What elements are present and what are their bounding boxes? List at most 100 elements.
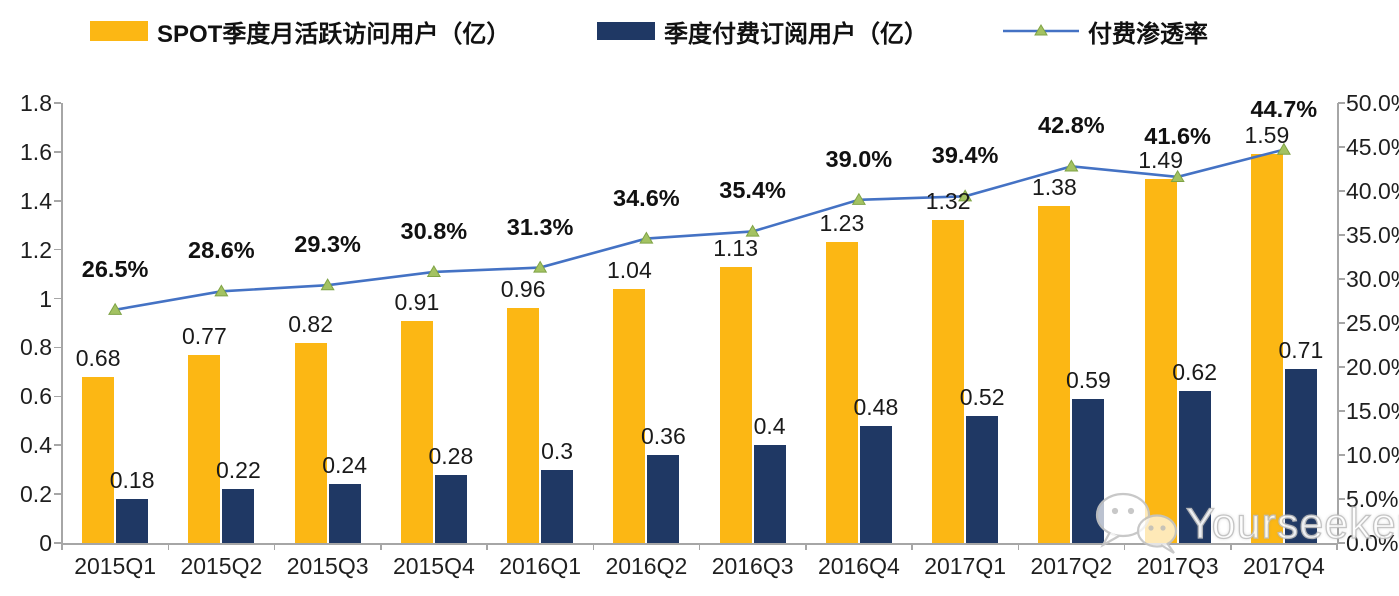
x-axis-tick xyxy=(1123,544,1126,550)
mau-bar xyxy=(507,308,540,543)
legend-label-penetration: 付费渗透率 xyxy=(1088,20,1208,48)
y-axis-tick-right xyxy=(1338,410,1345,412)
line-marker xyxy=(426,264,441,278)
mau-bar-swatch xyxy=(90,21,148,41)
mau-value-label: 1.49 xyxy=(1138,146,1183,173)
watermark: Yourseeker xyxy=(1090,486,1399,562)
y-axis-tick-left xyxy=(54,542,61,544)
subscribers-value-label: 0.71 xyxy=(1278,337,1324,364)
y-axis-tick-label-right: 15.0% xyxy=(1346,398,1399,424)
x-axis-label: 2015Q2 xyxy=(180,553,263,579)
mau-value-label: 1.13 xyxy=(713,234,758,261)
y-axis-tick-label-right: 40.0% xyxy=(1346,178,1399,204)
subscribers-bar xyxy=(753,445,786,543)
subscribers-value-label: 0.59 xyxy=(1065,366,1111,393)
penetration-value-label: 26.5% xyxy=(81,255,149,282)
y-axis-tick-right xyxy=(1338,234,1345,236)
subscribers-bar xyxy=(116,499,149,543)
line-marker-icon xyxy=(1003,22,1079,40)
legend-item-penetration: 付费渗透率 xyxy=(1003,15,1208,48)
x-axis-tick xyxy=(698,544,701,550)
line-marker xyxy=(639,231,654,244)
mau-value-label: 0.91 xyxy=(394,288,440,315)
subscribers-value-label: 0.3 xyxy=(541,437,574,464)
mau-bar xyxy=(932,220,965,543)
y-axis-tick-left xyxy=(54,395,61,398)
subscribers-value-label: 0.18 xyxy=(109,467,155,493)
x-axis-tick xyxy=(592,544,594,550)
y-axis-tick-label-left: 0.8 xyxy=(20,334,52,361)
subscribers-bar xyxy=(434,474,467,543)
y-axis-tick-right xyxy=(1338,542,1345,544)
mau-bar xyxy=(294,342,327,543)
y-axis-tick-label-left: 0 xyxy=(39,530,52,556)
x-axis-tick xyxy=(167,544,169,550)
y-axis-tick-label-left: 0.4 xyxy=(20,432,52,459)
subscribers-bar xyxy=(647,455,680,543)
x-axis-label: 2017Q2 xyxy=(1030,553,1113,579)
legend-item-subscribers: 季度付费订阅用户（亿） xyxy=(597,15,928,48)
penetration-value-label: 39.0% xyxy=(825,145,893,172)
y-axis-tick-left xyxy=(54,200,61,202)
x-axis xyxy=(61,543,1338,545)
x-axis-tick xyxy=(1336,544,1338,550)
x-axis-tick xyxy=(1230,544,1232,550)
subscribers-bar xyxy=(541,469,574,543)
x-axis-label: 2015Q3 xyxy=(286,553,369,579)
subscribers-bar xyxy=(859,425,892,543)
mau-value-label: 0.82 xyxy=(288,310,333,337)
mau-bar xyxy=(719,266,752,543)
mau-bar xyxy=(82,376,115,543)
subscribers-value-label: 0.4 xyxy=(753,413,786,440)
y-axis-tick-left xyxy=(54,346,61,349)
y-axis-tick-label-right: 45.0% xyxy=(1346,134,1399,160)
subscribers-value-label: 0.52 xyxy=(959,383,1005,410)
legend-label-subscribers: 季度付费订阅用户（亿） xyxy=(664,20,928,48)
y-axis-tick-label-right: 0.0% xyxy=(1346,530,1399,556)
penetration-value-label: 39.4% xyxy=(931,142,999,169)
x-axis-label: 2017Q1 xyxy=(924,553,1007,579)
y-axis-tick-left xyxy=(54,444,61,446)
subscribers-value-label: 0.48 xyxy=(853,393,899,420)
penetration-value-label: 34.6% xyxy=(613,184,680,211)
y-axis-right xyxy=(1337,103,1339,544)
x-axis-label: 2017Q3 xyxy=(1136,553,1219,579)
penetration-value-label: 35.4% xyxy=(719,177,786,204)
subscribers-value-label: 0.24 xyxy=(322,452,367,479)
line-marker xyxy=(851,192,866,205)
y-axis-tick-label-right: 25.0% xyxy=(1346,310,1399,336)
mau-value-label: 0.96 xyxy=(500,276,546,303)
y-axis-tick-label-left: 0.2 xyxy=(20,481,52,508)
mau-value-label: 1.23 xyxy=(819,210,865,237)
mau-bar xyxy=(825,242,858,543)
mau-value-label: 0.77 xyxy=(181,322,227,349)
y-axis-tick-label-left: 1.4 xyxy=(20,187,52,214)
x-axis-tick xyxy=(486,544,488,550)
line-marker xyxy=(108,302,123,315)
y-axis-tick-right xyxy=(1338,146,1345,148)
subscribers-bar xyxy=(222,489,255,543)
penetration-value-label: 41.6% xyxy=(1144,122,1211,149)
mau-value-label: 1.32 xyxy=(925,188,971,215)
mau-bar xyxy=(613,288,646,543)
x-axis-label: 2015Q4 xyxy=(392,553,475,579)
y-axis-tick-label-right: 20.0% xyxy=(1346,354,1399,380)
subscribers-bar-swatch xyxy=(597,22,655,40)
line-marker xyxy=(320,278,335,291)
subscribers-value-label: 0.28 xyxy=(428,442,474,469)
plot-area: 0.68 0.77 0.82 0.91 0.96 1.04 1.13 1.23 1.32 1.38… xyxy=(62,96,1337,543)
y-axis-tick-left xyxy=(54,493,61,495)
y-axis-tick-left xyxy=(54,248,61,251)
x-axis-tick xyxy=(273,544,276,550)
subscribers-bar xyxy=(328,484,361,543)
x-axis-tick xyxy=(1017,544,1019,550)
subscribers-value-label: 0.62 xyxy=(1172,359,1217,386)
y-axis-tick-label-left: 0.6 xyxy=(20,383,52,410)
penetration-value-label: 42.8% xyxy=(1038,112,1105,139)
y-axis-tick-label-left: 1 xyxy=(39,285,52,312)
subscribers-value-label: 0.36 xyxy=(640,423,686,449)
y-axis-tick-label-right: 30.0% xyxy=(1346,266,1399,292)
y-axis-tick-label-right: 50.0% xyxy=(1346,90,1399,116)
y-axis-tick-right xyxy=(1338,278,1345,280)
